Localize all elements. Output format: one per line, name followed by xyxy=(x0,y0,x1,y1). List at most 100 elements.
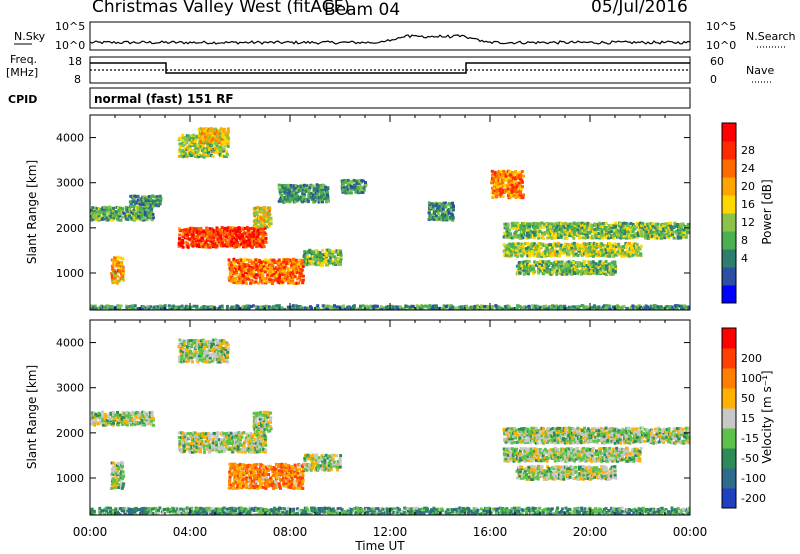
power-cell xyxy=(522,174,525,178)
power-cell xyxy=(335,249,339,253)
power-cell xyxy=(201,233,205,237)
power-cell xyxy=(288,276,292,280)
velocity-cell xyxy=(138,416,142,420)
power-cell xyxy=(258,271,262,275)
power-cell xyxy=(518,171,522,175)
power-cell xyxy=(579,264,583,268)
power-cell xyxy=(204,245,208,249)
power-cell xyxy=(573,232,577,236)
velocity-cell xyxy=(129,423,133,427)
power-cell xyxy=(331,259,335,263)
power-cell xyxy=(604,226,608,230)
power-cell xyxy=(124,205,128,209)
power-cell xyxy=(183,143,187,146)
power-cell xyxy=(551,306,555,310)
power-cell xyxy=(342,304,346,308)
power-cell xyxy=(277,199,281,203)
power-cell xyxy=(601,236,605,240)
velocity-cell xyxy=(240,435,244,439)
power-cell xyxy=(307,200,310,204)
velocity-cell xyxy=(93,416,97,420)
power-cell xyxy=(292,184,296,188)
power-cell xyxy=(531,304,535,308)
power-cell xyxy=(443,307,447,310)
power-cell xyxy=(297,196,301,200)
power-cell xyxy=(263,208,267,212)
velocity-cell xyxy=(180,357,183,361)
power-cell xyxy=(438,208,442,212)
power-cell xyxy=(183,136,187,140)
velocity-cell xyxy=(227,440,231,444)
velocity-cell xyxy=(150,413,154,417)
power-cell xyxy=(527,243,531,246)
power-cell xyxy=(233,264,237,268)
power-cell xyxy=(508,248,512,252)
power-cell xyxy=(225,150,228,154)
power-cell xyxy=(222,149,226,153)
power-cell xyxy=(329,256,333,259)
power-cell xyxy=(284,265,288,269)
power-cell xyxy=(216,241,220,245)
power-cell xyxy=(325,255,328,259)
power-cell xyxy=(591,229,595,233)
power-cell xyxy=(508,254,512,258)
velocity-cell xyxy=(232,432,236,436)
velocity-cell xyxy=(268,424,272,428)
power-cell xyxy=(423,308,427,310)
velocity-cell xyxy=(150,410,154,414)
power-cell xyxy=(324,259,328,263)
power-cell xyxy=(341,189,345,193)
power-cell xyxy=(219,228,222,232)
power-cell xyxy=(241,273,245,277)
power-cell xyxy=(316,255,320,259)
power-cell xyxy=(580,253,584,257)
velocity-cell xyxy=(215,439,219,443)
velocity-cell xyxy=(264,448,268,452)
power-x-ticks xyxy=(89,115,691,310)
power-cell xyxy=(287,194,291,198)
power-cell xyxy=(315,249,319,253)
power-cell xyxy=(594,230,598,234)
power-cell xyxy=(515,189,519,193)
velocity-cell xyxy=(262,431,266,435)
power-cell xyxy=(146,305,150,309)
power-cell xyxy=(517,226,521,230)
power-cell xyxy=(514,170,518,174)
power-cell xyxy=(511,176,515,180)
power-cell xyxy=(233,230,237,234)
power-cell xyxy=(356,182,360,185)
power-cell xyxy=(220,140,224,144)
power-cell xyxy=(612,224,616,228)
power-cell xyxy=(294,271,297,275)
power-cell xyxy=(656,227,660,230)
power-cell xyxy=(150,202,154,206)
power-cell xyxy=(254,305,258,308)
power-colorbar-swatch xyxy=(722,195,736,214)
power-cell xyxy=(378,307,382,310)
power-cell xyxy=(604,236,608,240)
velocity-cell xyxy=(206,432,210,436)
power-cell xyxy=(591,248,594,252)
power-cell xyxy=(170,307,174,310)
power-cell xyxy=(197,154,201,158)
power-cell xyxy=(669,221,673,225)
power-cell xyxy=(140,307,144,310)
power-cell xyxy=(360,179,364,183)
power-cell xyxy=(445,216,449,220)
velocity-cell xyxy=(256,414,260,417)
power-cell xyxy=(256,273,260,277)
power-cell xyxy=(639,244,643,248)
power-cell xyxy=(565,236,569,240)
power-cell xyxy=(244,268,247,272)
power-cell xyxy=(513,221,517,225)
power-cell xyxy=(656,222,660,226)
power-cell xyxy=(540,252,544,256)
power-cell xyxy=(506,304,510,308)
power-cell xyxy=(237,258,241,262)
power-cell xyxy=(585,266,589,270)
power-cell xyxy=(610,264,613,268)
power-cell xyxy=(140,201,144,205)
power-cell xyxy=(661,224,665,228)
power-cell xyxy=(255,233,259,237)
